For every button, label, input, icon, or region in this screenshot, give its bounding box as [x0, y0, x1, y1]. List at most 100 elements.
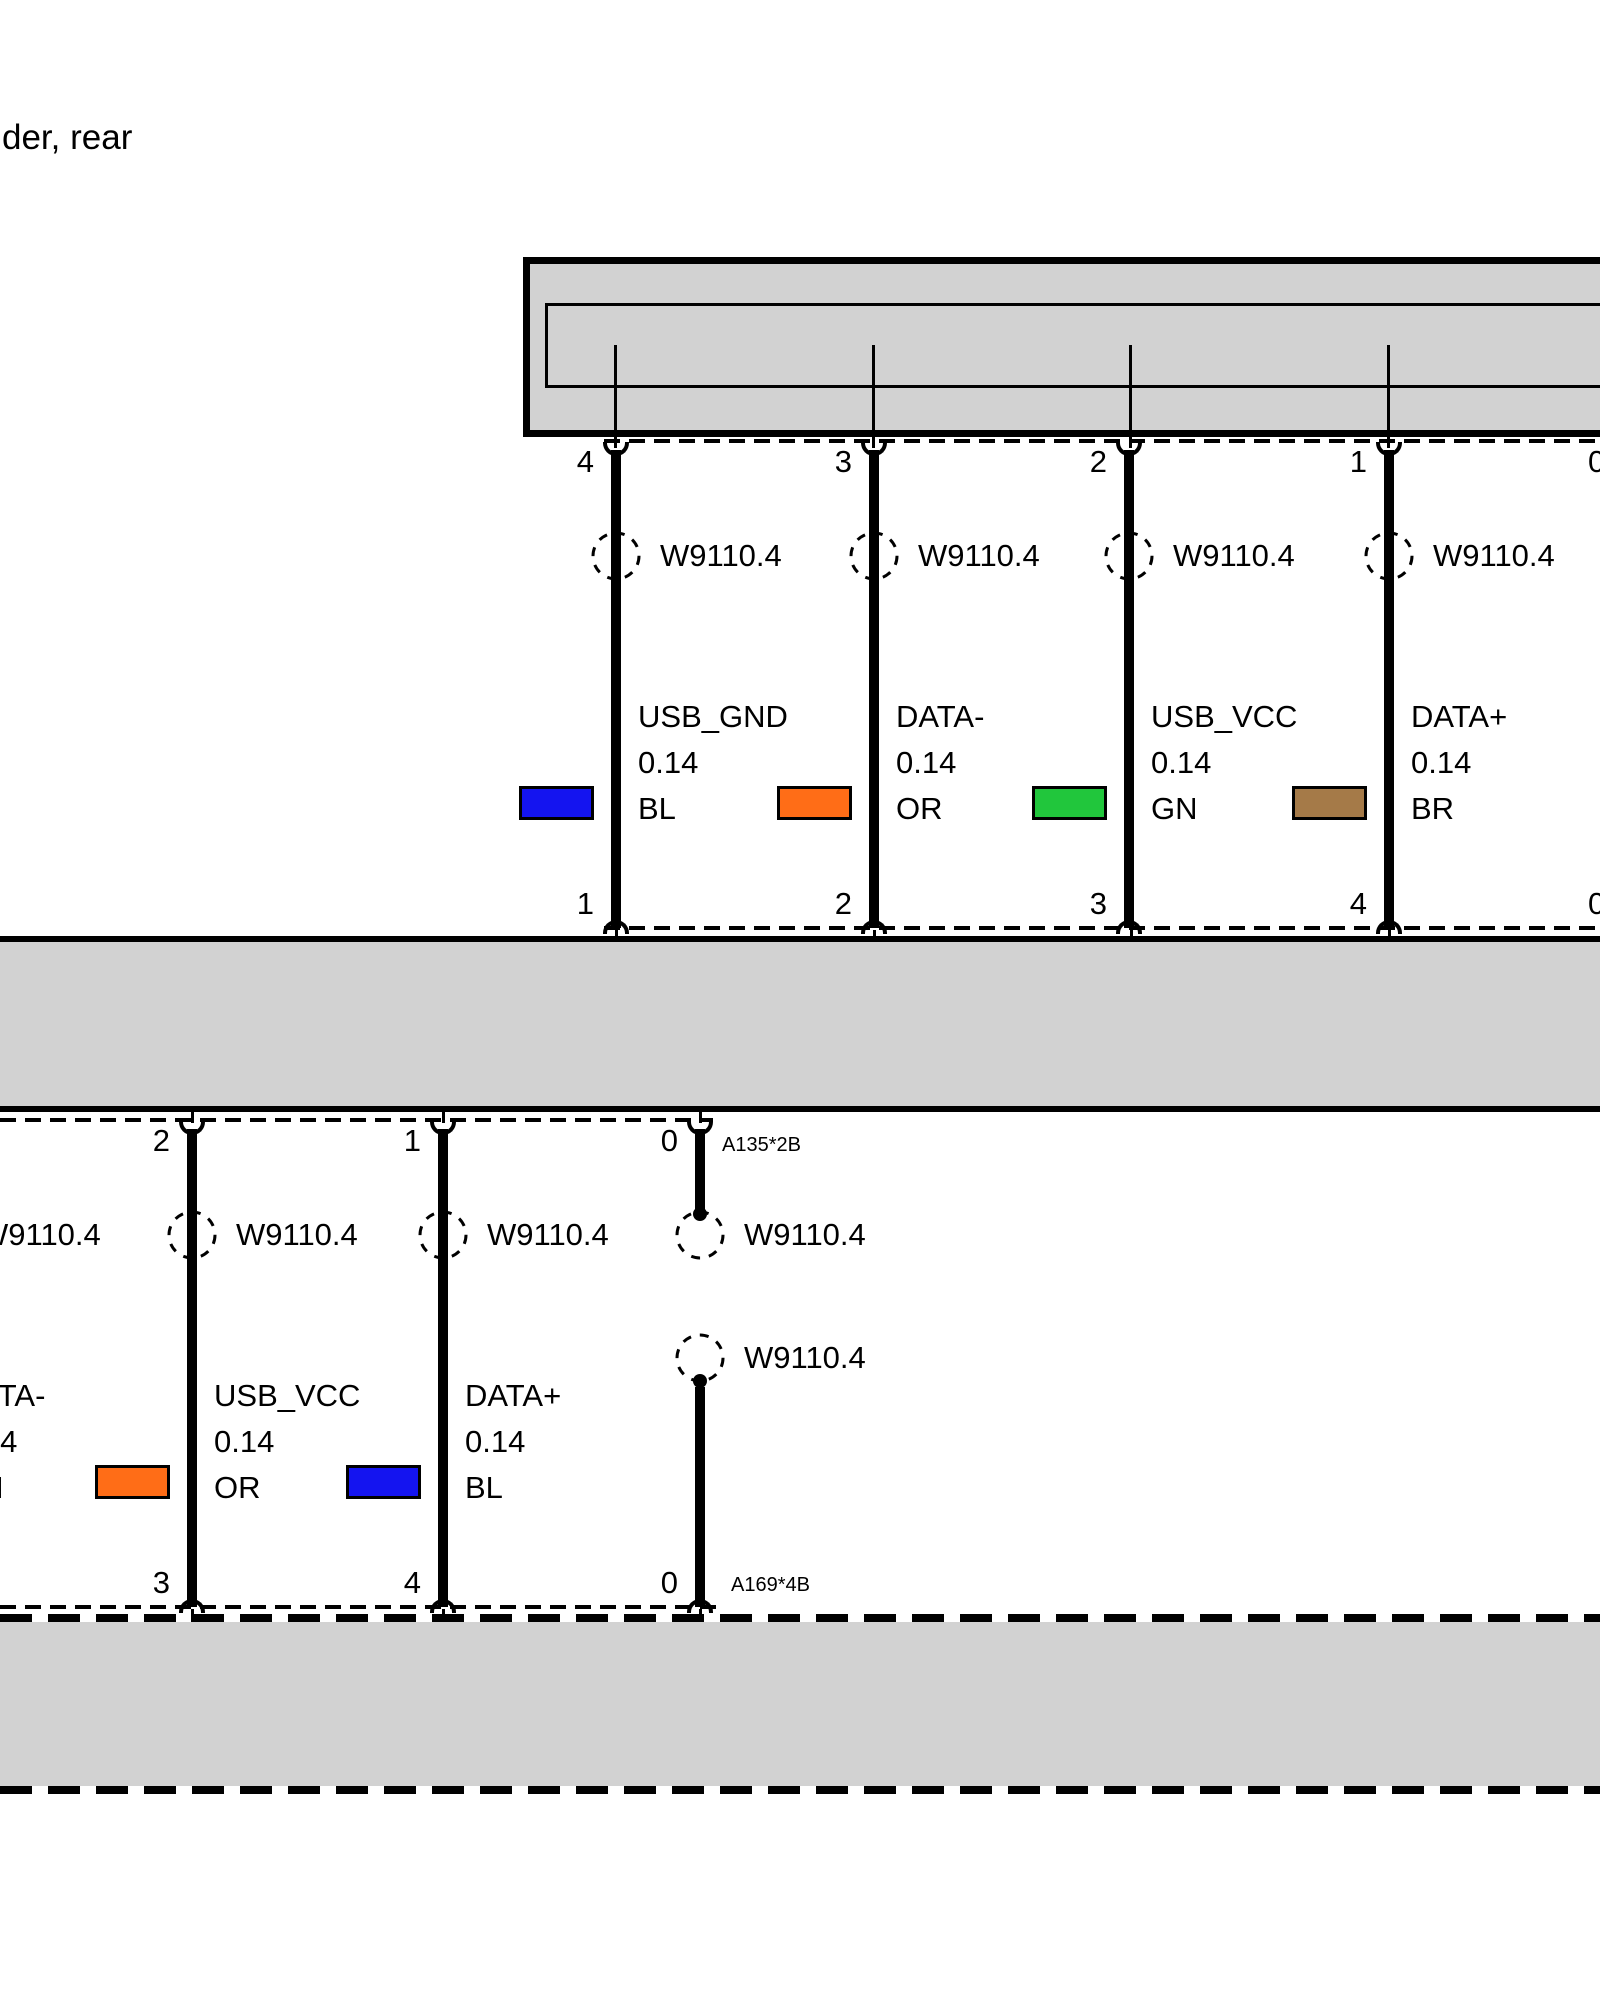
cross-section-label: 0.14 [214, 1424, 275, 1459]
pin-stub [614, 345, 617, 448]
wire-attributes: USB_VCC 0.14 GN [1151, 694, 1297, 832]
shield-band-border-top [0, 1614, 1600, 1622]
terminal-cup-icon [430, 1599, 456, 1613]
pin-stub [1387, 345, 1390, 448]
terminal-cup-icon [603, 920, 629, 934]
terminal-cup-icon [179, 1599, 205, 1613]
pin-stub [872, 345, 875, 448]
wire-segment [438, 1129, 448, 1607]
harness-label: W9110.4 [0, 1217, 101, 1252]
harness-ring-icon [591, 531, 641, 581]
pin-number-top: 0 [660, 1123, 678, 1158]
wire-segment [695, 1129, 705, 1215]
harness-label: W9110.4 [236, 1217, 358, 1252]
component-box-middle [0, 936, 1600, 1112]
harness-label: W9110.4 [744, 1217, 866, 1252]
color-swatch [346, 1465, 421, 1499]
harness-ring-icon [1104, 531, 1154, 581]
pin-number-bottom: 4 [1349, 886, 1367, 921]
color-code-label: BL [465, 1470, 503, 1505]
pin-stub [191, 1110, 194, 1123]
cross-section-label: 0.14 [1151, 745, 1212, 780]
pin-number-top: 3 [834, 444, 852, 479]
terminal-cup-icon [687, 1599, 713, 1613]
signal-label: DATA+ [1411, 699, 1508, 734]
harness-label: W9110.4 [744, 1340, 866, 1375]
cross-section-label: 0.14 [896, 745, 957, 780]
pin-number-top: 1 [403, 1123, 421, 1158]
connector-ref-label: A169*4B [731, 1574, 810, 1596]
harness-label: W9110.4 [918, 538, 1040, 573]
wire-segment [187, 1129, 197, 1607]
harness-label: W9110.4 [487, 1217, 609, 1252]
edge-pin-label-top: 0 [1588, 444, 1600, 479]
signal-label: USB_VCC [214, 1378, 361, 1413]
color-swatch [519, 786, 594, 820]
color-code-label: OR [896, 791, 943, 826]
harness-ring-icon [167, 1210, 217, 1260]
wire-segment [1124, 450, 1134, 928]
signal-label: DATA- [896, 699, 985, 734]
pin-number-top: 1 [1349, 444, 1367, 479]
harness-ring-icon [418, 1210, 468, 1260]
component-box-top [523, 257, 1600, 437]
pin-number-bottom: 4 [403, 1565, 421, 1600]
pin-number-bottom: 1 [576, 886, 594, 921]
pin-number-bottom: 3 [152, 1565, 170, 1600]
wire-attributes: DATA- 0.14 OR [896, 694, 984, 832]
wire-attributes: DATA- 0.14 GN [0, 1373, 45, 1511]
wire-attributes: DATA+ 0.14 BR [1411, 694, 1507, 832]
color-code-label: GN [1151, 791, 1198, 826]
cross-section-label: 0.14 [465, 1424, 526, 1459]
pin-stub [1129, 345, 1132, 448]
color-code-label: BL [638, 791, 676, 826]
harness-label: W9110.4 [1173, 538, 1295, 573]
signal-label: USB_VCC [1151, 699, 1298, 734]
pin-number-top: 2 [152, 1123, 170, 1158]
pin-number-bottom: 2 [834, 886, 852, 921]
wire-attributes: USB_GND 0.14 BL [638, 694, 788, 832]
harness-ring-icon [849, 531, 899, 581]
shield-band-border-bottom [0, 1786, 1600, 1794]
component-inner-connector [545, 303, 1600, 388]
wire-segment [1384, 450, 1394, 928]
pin-stub [442, 1110, 445, 1123]
wire-attributes: DATA+ 0.14 BL [465, 1373, 561, 1511]
wire-segment [695, 1387, 705, 1607]
signal-label: DATA- [0, 1378, 46, 1413]
signal-label: DATA+ [465, 1378, 562, 1413]
cross-section-label: 0.14 [1411, 745, 1472, 780]
pin-stub [1130, 930, 1133, 942]
wire-attributes: USB_VCC 0.14 OR [214, 1373, 360, 1511]
connector-dashed-line [604, 926, 1600, 930]
cross-section-label: 0.14 [638, 745, 699, 780]
color-swatch [777, 786, 852, 820]
color-code-label: OR [214, 1470, 261, 1505]
terminal-cup-icon [1376, 920, 1402, 934]
pin-number-top: 4 [576, 444, 594, 479]
connector-dashed-line [0, 1605, 723, 1609]
color-swatch [1292, 786, 1367, 820]
connector-ref-label: A135*2B [722, 1134, 801, 1156]
harness-ring-icon [675, 1333, 725, 1383]
color-code-label: GN [0, 1465, 45, 1511]
harness-ring-icon [1364, 531, 1414, 581]
color-code-label: BR [1411, 791, 1455, 826]
connector-dashed-line [0, 1118, 713, 1122]
harness-label: W9110.4 [660, 538, 782, 573]
shield-connection-dot [693, 1374, 707, 1388]
wire-segment [611, 450, 621, 928]
color-swatch [95, 1465, 170, 1499]
pin-stub [699, 1110, 702, 1123]
pin-number-bottom: 0 [660, 1565, 678, 1600]
connector-dashed-line [604, 439, 1600, 443]
pin-stub [1388, 930, 1391, 942]
terminal-cup-icon [861, 920, 887, 934]
harness-label: W9110.4 [1433, 538, 1555, 573]
edge-pin-label-bottom: 0 [1588, 886, 1600, 921]
pin-number-bottom: 3 [1089, 886, 1107, 921]
color-swatch [1032, 786, 1107, 820]
cross-section-label: 0.14 [0, 1424, 18, 1459]
signal-label: USB_GND [638, 699, 788, 734]
